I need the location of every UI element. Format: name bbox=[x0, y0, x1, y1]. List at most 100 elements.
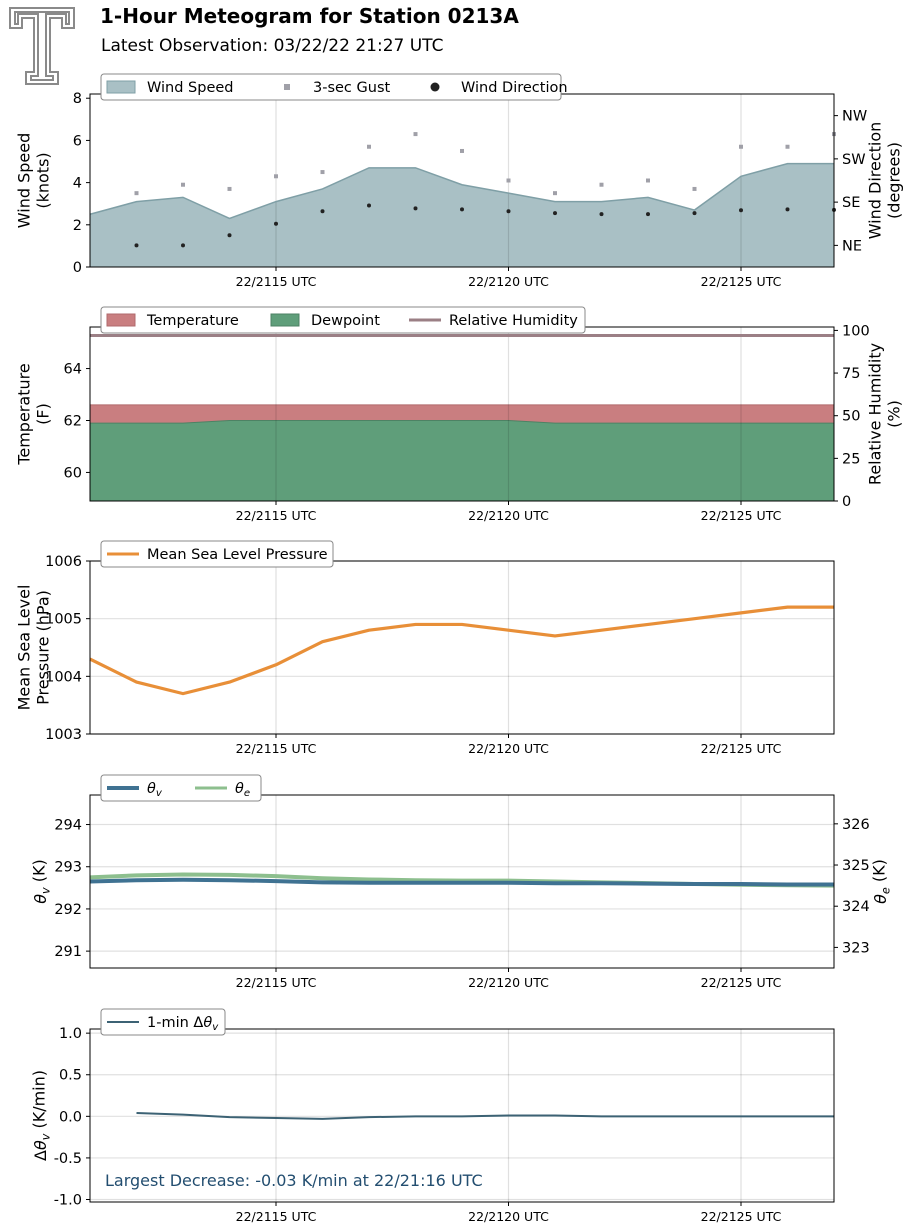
y-tick-label: 0 bbox=[73, 260, 82, 276]
x-tick-label: 22/2125 UTC bbox=[701, 741, 782, 756]
y-tick-label: 6 bbox=[73, 133, 82, 149]
y-tick-label: 1.0 bbox=[59, 1026, 82, 1042]
legend-box bbox=[100, 306, 586, 334]
wind-direction-point bbox=[739, 208, 743, 213]
gust-point bbox=[506, 178, 511, 183]
legend-swatch bbox=[270, 313, 300, 327]
axis-title-line: (knots) bbox=[34, 152, 53, 208]
legend-swatch bbox=[106, 313, 136, 327]
legend-label: 3-sec Gust bbox=[313, 80, 390, 96]
plot-frame bbox=[89, 1028, 835, 1203]
gust-point bbox=[367, 144, 371, 149]
y2-tick-label: SE bbox=[842, 195, 860, 211]
gust-point bbox=[413, 132, 418, 137]
y-tick-label: 4 bbox=[73, 176, 82, 192]
x-tick-label: 22/2125 UTC bbox=[701, 274, 782, 289]
page-title: 1-Hour Meteogram for Station 0213A bbox=[100, 4, 519, 28]
y-tick-label: 1003 bbox=[45, 727, 82, 743]
gust-point bbox=[181, 182, 185, 187]
x-tick-label: 22/2115 UTC bbox=[236, 975, 317, 990]
university-logo bbox=[9, 7, 75, 85]
y-tick-label: 62 bbox=[64, 413, 82, 429]
wind-speed-line bbox=[89, 162, 834, 220]
y2-axis-title: Relative Humidity (%) bbox=[866, 343, 904, 485]
theta-v-line bbox=[89, 877, 834, 887]
wind-direction-point bbox=[181, 243, 185, 248]
x-tick-label: 22/2120 UTC bbox=[468, 508, 549, 523]
latest-observation: Latest Observation: 03/22/22 21:27 UTC bbox=[101, 36, 444, 56]
y-tick-label: 0.0 bbox=[59, 1109, 82, 1125]
gust-point bbox=[460, 148, 464, 153]
y2-tick-label: SW bbox=[842, 152, 866, 168]
axis-title-line: Δθv​ (K/min) bbox=[30, 1070, 53, 1161]
wind-direction-point bbox=[320, 209, 325, 214]
x-tick-label: 22/2125 UTC bbox=[701, 975, 782, 990]
y2-tick-label: 0 bbox=[842, 494, 851, 510]
gust-point bbox=[320, 170, 325, 175]
legend-label: 1-min Δθv​ bbox=[147, 1015, 219, 1033]
y2-tick-label: NE bbox=[842, 238, 862, 254]
gust-point bbox=[739, 144, 743, 149]
wind-direction-point bbox=[367, 203, 371, 208]
y-tick-label: 0.5 bbox=[59, 1068, 82, 1084]
wind-direction-point bbox=[506, 209, 511, 214]
wind-direction-point bbox=[460, 207, 464, 212]
gust-point bbox=[785, 144, 790, 149]
gust-point bbox=[274, 174, 278, 179]
y-tick-label: 1005 bbox=[45, 612, 82, 628]
legend-label: Wind Speed bbox=[147, 80, 234, 96]
wind-direction-point bbox=[646, 212, 650, 217]
y-tick-label: 293 bbox=[54, 860, 82, 876]
y2-axis-title: Wind Direction (degrees) bbox=[866, 122, 904, 240]
legend-label: Dewpoint bbox=[311, 313, 380, 329]
x-tick-label: 22/2120 UTC bbox=[468, 975, 549, 990]
axis-title-line: (%) bbox=[885, 400, 904, 428]
y-tick-label: 60 bbox=[64, 465, 82, 481]
wind-direction-point bbox=[553, 211, 557, 216]
x-tick-label: 22/2120 UTC bbox=[468, 741, 549, 756]
y-tick-label: -0.5 bbox=[54, 1151, 82, 1167]
gust-point bbox=[134, 191, 139, 196]
y-tick-label: 291 bbox=[54, 944, 82, 960]
axis-title-line: Relative Humidity bbox=[866, 343, 885, 485]
wind-direction-point bbox=[134, 243, 139, 248]
wind-direction-point bbox=[274, 221, 278, 226]
y2-tick-label: 324 bbox=[842, 899, 870, 915]
legend-swatch bbox=[430, 82, 440, 92]
x-tick-label: 22/2115 UTC bbox=[236, 741, 317, 756]
plot-frame bbox=[89, 794, 835, 969]
x-tick-label: 22/2115 UTC bbox=[236, 274, 317, 289]
largest-decrease-annotation: Largest Decrease: -0.03 K/min at 22/21:1… bbox=[105, 1171, 483, 1190]
y-tick-label: 1006 bbox=[45, 554, 82, 570]
wind-direction-point bbox=[599, 212, 604, 217]
wind-direction-point bbox=[413, 206, 418, 211]
legend-label: θe​ bbox=[235, 781, 250, 799]
y2-tick-label: NW bbox=[842, 109, 867, 125]
y2-tick-label: 326 bbox=[842, 817, 870, 833]
x-tick-label: 22/2125 UTC bbox=[701, 508, 782, 523]
y-tick-label: 1004 bbox=[45, 669, 82, 685]
y-tick-label: 292 bbox=[54, 902, 82, 918]
axis-title-line: θv​ (K) bbox=[30, 859, 53, 903]
y2-tick-label: 100 bbox=[842, 323, 870, 339]
legend-label: Relative Humidity bbox=[449, 313, 578, 329]
wind-speed-area bbox=[90, 163, 834, 267]
legend-swatch bbox=[106, 80, 136, 94]
axis-title-line: Temperature bbox=[15, 363, 34, 465]
y-tick-label: 2 bbox=[73, 218, 82, 234]
gust-point bbox=[646, 178, 650, 183]
y2-tick-label: 50 bbox=[842, 409, 860, 425]
y-tick-label: 294 bbox=[54, 818, 82, 834]
y2-tick-label: 325 bbox=[842, 858, 870, 874]
y2-tick-label: 75 bbox=[842, 366, 860, 382]
wind-direction-point bbox=[785, 207, 790, 212]
pressure-line bbox=[89, 605, 834, 696]
y-axis-title: Δθv​ (K/min) bbox=[30, 1070, 53, 1161]
y-axis-title: Temperature (F) bbox=[15, 363, 53, 465]
legend-swatch bbox=[284, 84, 290, 90]
y-axis-title: θv​ (K) bbox=[30, 859, 53, 903]
axis-title-line: (degrees) bbox=[885, 142, 904, 219]
legend-label: θv​ bbox=[147, 781, 163, 799]
x-tick-label: 22/2125 UTC bbox=[701, 1209, 782, 1224]
